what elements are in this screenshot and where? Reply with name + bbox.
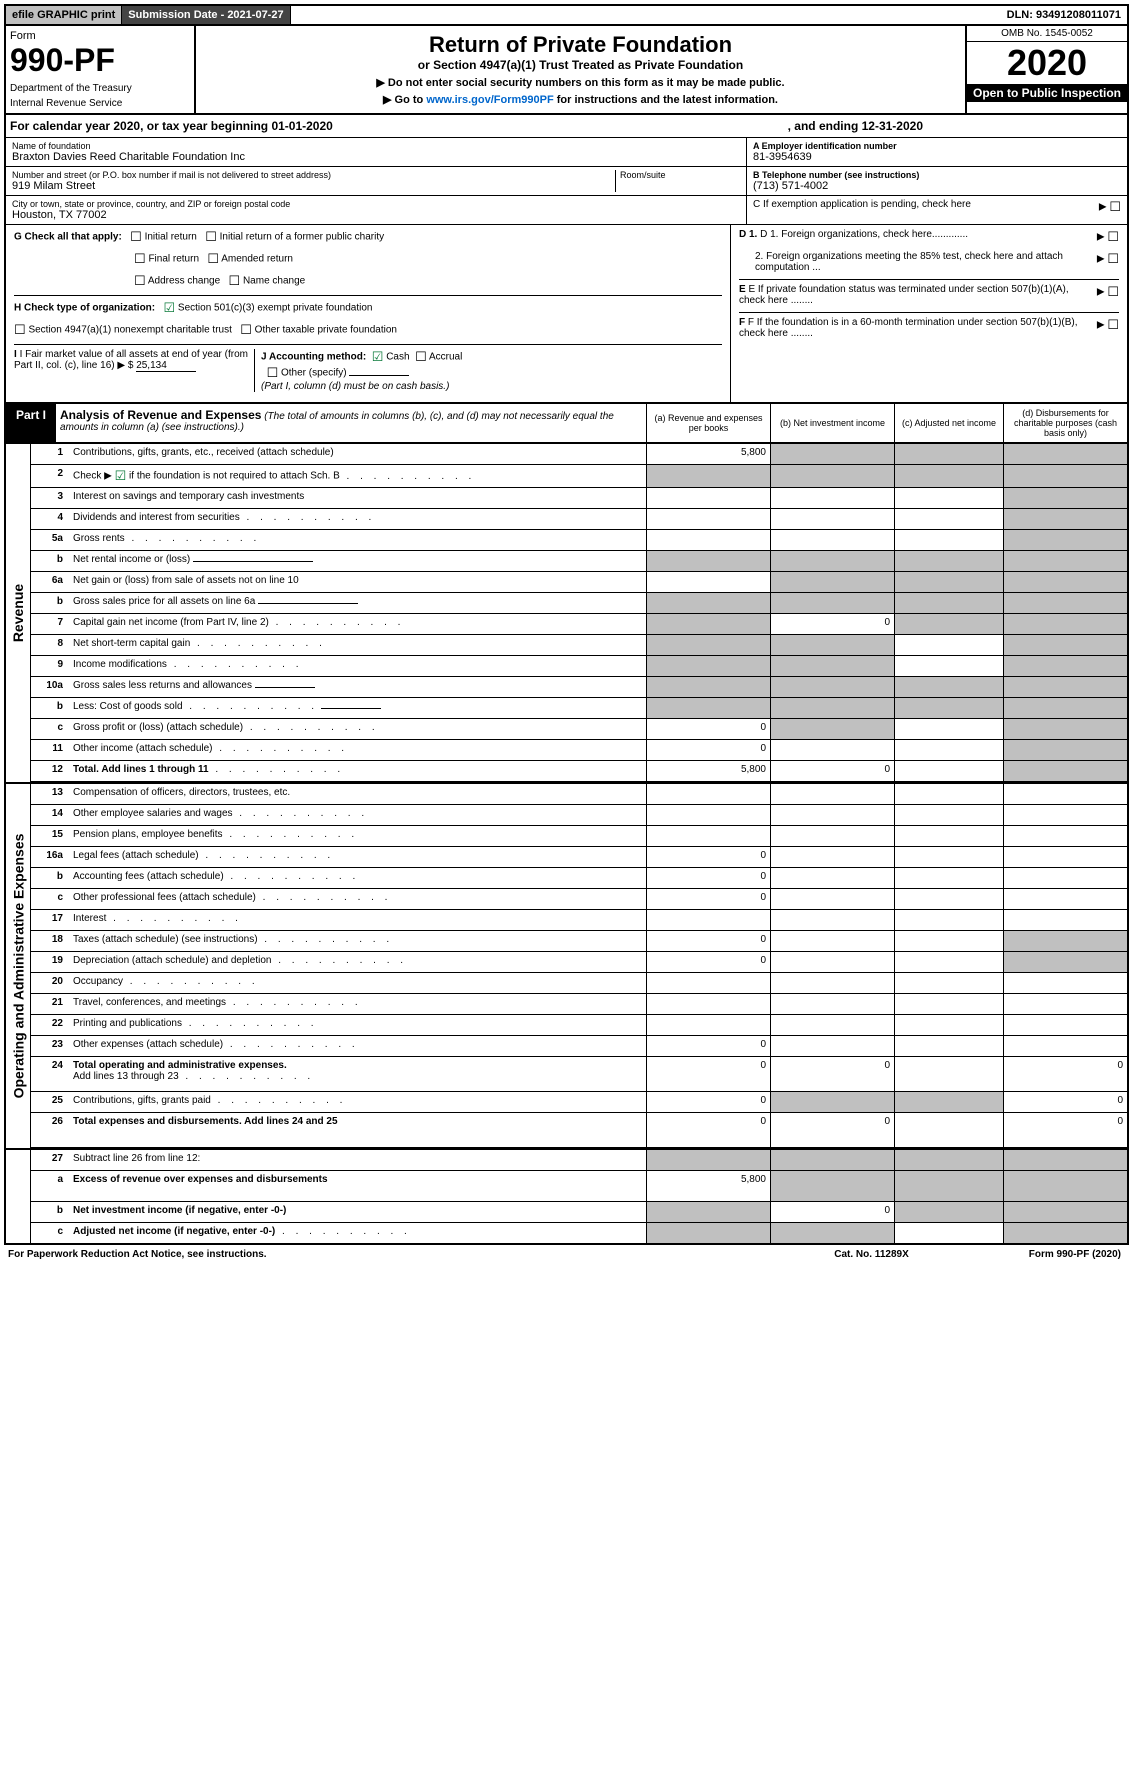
footer-right: Form 990-PF (2020) [1029, 1249, 1121, 1260]
top-bar: efile GRAPHIC print Submission Date - 20… [6, 6, 1127, 26]
ein-cell: A Employer identification number 81-3954… [747, 138, 1127, 167]
revenue-side-label: Revenue [6, 444, 31, 782]
chk-cash[interactable] [372, 349, 384, 364]
dept-irs: Internal Revenue Service [10, 98, 190, 109]
form-title: Return of Private Foundation [202, 32, 959, 58]
page-footer: For Paperwork Reduction Act Notice, see … [4, 1245, 1125, 1264]
footer-left: For Paperwork Reduction Act Notice, see … [8, 1249, 267, 1260]
chk-final[interactable] [134, 251, 146, 266]
col-c-header: (c) Adjusted net income [894, 404, 1003, 442]
cal-begin: For calendar year 2020, or tax year begi… [10, 119, 333, 133]
note-ssn: ▶ Do not enter social security numbers o… [202, 76, 959, 89]
form-container: efile GRAPHIC print Submission Date - 20… [4, 4, 1129, 1245]
form-subtitle: or Section 4947(a)(1) Trust Treated as P… [202, 58, 959, 72]
chk-sch-b[interactable] [115, 468, 127, 483]
irs-link[interactable]: www.irs.gov/Form990PF [426, 94, 553, 106]
efile-label: efile GRAPHIC print [6, 6, 122, 24]
expenses-side-label: Operating and Administrative Expenses [6, 784, 31, 1148]
chk-other-taxable[interactable] [240, 322, 252, 337]
omb-number: OMB No. 1545-0052 [967, 26, 1127, 42]
open-to-public: Open to Public Inspection [967, 84, 1127, 102]
chk-initial-former[interactable] [205, 229, 217, 244]
chk-other-method[interactable] [267, 365, 279, 380]
pending-checkbox[interactable] [1109, 199, 1121, 214]
address-cell: Number and street (or P.O. box number if… [6, 167, 746, 196]
dept-treasury: Department of the Treasury [10, 83, 190, 94]
form-header: Form 990-PF Department of the Treasury I… [6, 26, 1127, 115]
tax-year: 2020 [967, 42, 1127, 84]
col-d-header: (d) Disbursements for charitable purpose… [1003, 404, 1127, 442]
subtract-section: 27Subtract line 26 from line 12: aExcess… [6, 1148, 1127, 1243]
header-left: Form 990-PF Department of the Treasury I… [6, 26, 196, 113]
cal-end: , and ending 12-31-2020 [788, 119, 1123, 133]
chk-d1[interactable] [1107, 229, 1119, 244]
part1-desc: Analysis of Revenue and Expenses (The to… [56, 404, 646, 442]
chk-f[interactable] [1107, 317, 1119, 332]
part1-label: Part I [6, 404, 56, 442]
part1-header: Part I Analysis of Revenue and Expenses … [6, 404, 1127, 444]
col-b-header: (b) Net investment income [770, 404, 894, 442]
entity-right: A Employer identification number 81-3954… [746, 138, 1127, 224]
checks-left: G Check all that apply: Initial return I… [6, 225, 730, 402]
footer-mid: Cat. No. 11289X [834, 1249, 908, 1260]
submission-date: Submission Date - 2021-07-27 [122, 6, 290, 24]
calendar-year-row: For calendar year 2020, or tax year begi… [6, 115, 1127, 138]
expenses-section: Operating and Administrative Expenses 13… [6, 782, 1127, 1148]
foundation-name-cell: Name of foundation Braxton Davies Reed C… [6, 138, 746, 167]
chk-501c3[interactable] [163, 300, 175, 315]
form-number: 990-PF [10, 42, 190, 79]
checks-block: G Check all that apply: Initial return I… [6, 225, 1127, 404]
dln-label: DLN: 93491208011071 [1001, 6, 1127, 24]
header-right: OMB No. 1545-0052 2020 Open to Public In… [965, 26, 1127, 113]
revenue-section: Revenue 1Contributions, gifts, grants, e… [6, 444, 1127, 782]
entity-block: Name of foundation Braxton Davies Reed C… [6, 138, 1127, 225]
pending-cell: C If exemption application is pending, c… [747, 196, 1127, 213]
chk-name-change[interactable] [229, 273, 241, 288]
header-center: Return of Private Foundation or Section … [196, 26, 965, 113]
chk-amended[interactable] [207, 251, 219, 266]
chk-d2[interactable] [1107, 251, 1119, 266]
chk-addr-change[interactable] [134, 273, 146, 288]
tel-cell: B Telephone number (see instructions) (7… [747, 167, 1127, 196]
city-cell: City or town, state or province, country… [6, 196, 746, 224]
chk-accrual[interactable] [415, 349, 427, 364]
checks-right: D 1. D 1. Foreign organizations, check h… [730, 225, 1127, 402]
column-headers: (a) Revenue and expenses per books (b) N… [646, 404, 1127, 442]
chk-initial[interactable] [130, 229, 142, 244]
chk-e[interactable] [1107, 284, 1119, 299]
col-a-header: (a) Revenue and expenses per books [646, 404, 770, 442]
chk-4947[interactable] [14, 322, 26, 337]
note-link: ▶ Go to www.irs.gov/Form990PF for instru… [202, 93, 959, 106]
form-word: Form [10, 30, 190, 42]
entity-left: Name of foundation Braxton Davies Reed C… [6, 138, 746, 224]
